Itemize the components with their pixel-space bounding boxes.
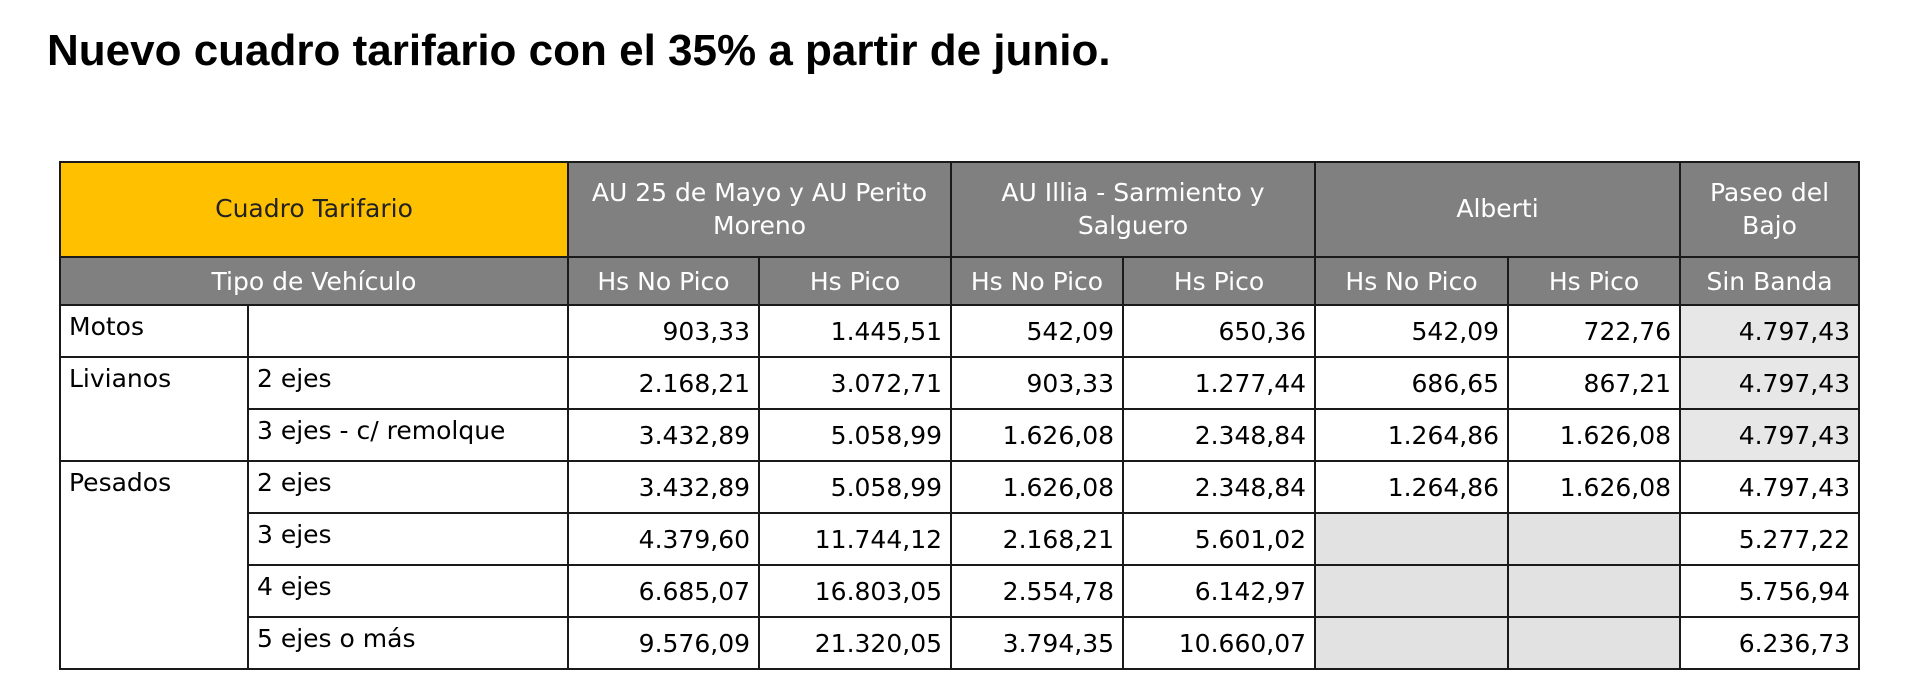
vehicle-type: Livianos: [59, 356, 249, 462]
fare: 2.348,84: [1121, 408, 1317, 462]
axle-type: 2 ejes: [247, 356, 569, 410]
subheader: Hs No Pico: [950, 256, 1124, 306]
fare: 4.797,43: [1679, 408, 1861, 462]
axle-type: 5 ejes o más: [247, 616, 569, 670]
subheader: Hs No Pico: [1314, 256, 1510, 306]
axle-type: 3 ejes - c/ remolque: [247, 408, 569, 462]
fare: 1.626,08: [950, 460, 1124, 514]
fare: 722,76: [1507, 304, 1682, 358]
fare: 4.797,43: [1679, 460, 1861, 514]
subheader-row: Tipo de Vehículo Hs No Pico Hs Pico Hs No P…: [59, 256, 1861, 306]
fare: 542,09: [950, 304, 1124, 358]
fare: 5.058,99: [758, 408, 952, 462]
axle-type: 4 ejes: [247, 564, 569, 618]
blank-cell: [1507, 512, 1682, 566]
blank-cell: [1314, 512, 1510, 566]
subheader: Hs Pico: [758, 256, 952, 306]
fare: 903,33: [950, 356, 1124, 410]
header-row: Cuadro Tarifario AU 25 de Mayo y AU Perit…: [59, 161, 1861, 258]
fare: 6.236,73: [1679, 616, 1861, 670]
subheader: Hs Pico: [1507, 256, 1682, 306]
fare: 16.803,05: [758, 564, 952, 618]
data-row: 5 ejes o más 9.576,09 21.320,05 3.794,35 10.…: [60, 616, 1861, 670]
tariff-table: Cuadro Tarifario AU 25 de Mayo y AU Perit…: [59, 161, 1861, 670]
fare: 1.626,08: [950, 408, 1124, 462]
corner-header: Cuadro Tarifario: [59, 161, 569, 258]
vehicle-type: Pesados: [59, 460, 249, 670]
data-row: Motos 903,33 1.445,51 542,09 650,36 542,09 722…: [59, 304, 1861, 358]
axle-type: 2 ejes: [247, 460, 569, 514]
vehicle-header: Tipo de Vehículo: [59, 256, 569, 306]
fare: 9.576,09: [567, 616, 760, 670]
fare: 2.348,84: [1121, 460, 1317, 514]
fare: 686,65: [1314, 356, 1510, 410]
blank-cell: [1507, 564, 1682, 618]
axle-type: 3 ejes: [247, 512, 569, 566]
fare: 3.432,89: [567, 460, 760, 514]
fare: 2.554,78: [950, 564, 1124, 618]
fare: 4.379,60: [567, 512, 760, 566]
fare: 10.660,07: [1121, 616, 1317, 670]
fare: 903,33: [567, 304, 760, 358]
subheader: Sin Banda: [1679, 256, 1861, 306]
fare: 5.277,22: [1679, 512, 1861, 566]
title: Nuevo cuadro tarifario con el 35% a part…: [47, 26, 1111, 75]
subheader: Hs Pico: [1121, 256, 1317, 306]
group-header: AU Illia - Sarmiento y Salguero: [949, 161, 1317, 258]
fare: 4.797,43: [1679, 356, 1861, 410]
blank-cell: [1314, 616, 1510, 670]
blank-cell: [1507, 616, 1682, 670]
fare: 5.601,02: [1121, 512, 1317, 566]
fare: 3.072,71: [758, 356, 952, 410]
fare: 1.626,08: [1507, 460, 1682, 514]
fare: 6.142,97: [1121, 564, 1317, 618]
fare: 21.320,05: [758, 616, 952, 670]
vehicle-type: Motos: [59, 304, 249, 358]
fare: 3.794,35: [950, 616, 1124, 670]
fare: 1.445,51: [758, 304, 952, 358]
fare: 867,21: [1507, 356, 1682, 410]
group-header: Paseo del Bajo: [1679, 161, 1861, 258]
fare: 5.756,94: [1679, 564, 1861, 618]
data-row: 3 ejes - c/ remolque 3.432,89 5.058,99 1.62…: [60, 408, 1861, 462]
axle-type: [247, 304, 569, 358]
data-row: Pesados 2 ejes 3.432,89 5.058,99 1.626,08 2.3…: [59, 460, 1861, 670]
blank-cell: [1314, 564, 1510, 618]
fare: 2.168,21: [567, 356, 760, 410]
group-header: Alberti: [1314, 161, 1682, 258]
fare: 6.685,07: [567, 564, 760, 618]
fare: 542,09: [1314, 304, 1510, 358]
fare: 2.168,21: [950, 512, 1124, 566]
data-row: 3 ejes 4.379,60 11.744,12 2.168,21 5.601,02 5…: [60, 512, 1861, 566]
fare: 1.626,08: [1507, 408, 1682, 462]
fare: 11.744,12: [758, 512, 952, 566]
fare: 1.277,44: [1121, 356, 1317, 410]
fare: 1.264,86: [1314, 408, 1510, 462]
data-row: Livianos 2 ejes 2.168,21 3.072,71 903,33 1.27…: [59, 356, 1861, 462]
fare: 1.264,86: [1314, 460, 1510, 514]
group-header: AU 25 de Mayo y AU Perito Moreno: [567, 161, 952, 258]
fare: 650,36: [1121, 304, 1317, 358]
data-row: 4 ejes 6.685,07 16.803,05 2.554,78 6.142,97 5…: [60, 564, 1861, 618]
fare: 4.797,43: [1679, 304, 1861, 358]
subheader: Hs No Pico: [567, 256, 760, 306]
fare: 3.432,89: [567, 408, 760, 462]
fare: 5.058,99: [758, 460, 952, 514]
